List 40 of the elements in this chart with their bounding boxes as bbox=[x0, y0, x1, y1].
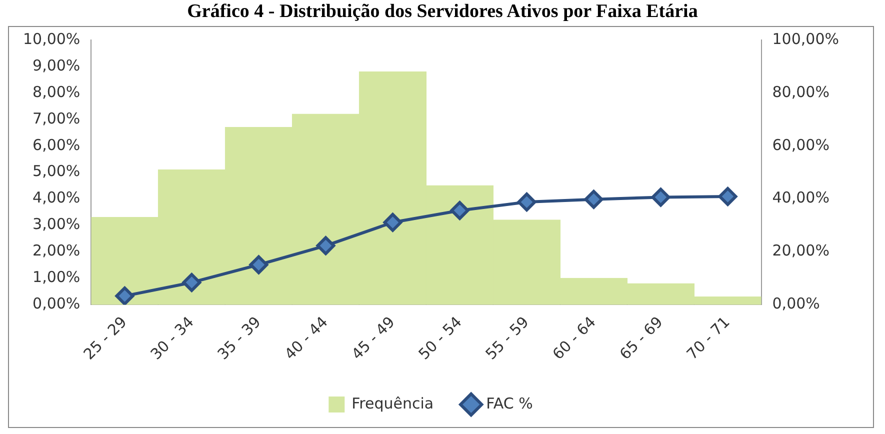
point bbox=[450, 200, 470, 220]
y2-tick-label: 100,00% bbox=[772, 30, 840, 48]
x-tick-label: 50 - 54 bbox=[415, 312, 466, 364]
y-tick-label: 6,00% bbox=[32, 136, 80, 154]
y2-tick-label: 20,00% bbox=[772, 242, 830, 260]
x-tick-label: 25 - 29 bbox=[80, 312, 130, 364]
y-tick-label: 9,00% bbox=[32, 56, 80, 74]
y-tick-label: 2,00% bbox=[32, 242, 80, 260]
y-tick-label: 1,00% bbox=[32, 268, 80, 286]
x-tick-label: 35 - 39 bbox=[214, 312, 264, 364]
point bbox=[182, 272, 202, 292]
point bbox=[115, 286, 134, 305]
y-tick-label: 10,00% bbox=[22, 30, 80, 48]
legend-label: FAC % bbox=[486, 394, 533, 412]
x-tick-label: 70 - 71 bbox=[683, 312, 734, 364]
y2-tick-label: 60,00% bbox=[772, 136, 830, 154]
point bbox=[249, 255, 268, 274]
x-tick-label: 65 - 69 bbox=[616, 312, 666, 364]
legend-label: Frequência bbox=[352, 394, 434, 412]
y2-tick-label: 0,00% bbox=[772, 294, 820, 313]
y-tick-label: 3,00% bbox=[32, 215, 80, 234]
y-tick-label: 7,00% bbox=[32, 109, 80, 128]
point bbox=[316, 236, 336, 256]
point bbox=[383, 212, 402, 232]
point bbox=[718, 186, 738, 206]
y2-tick-label: 40,00% bbox=[772, 188, 830, 207]
y2-tick-label: 80,00% bbox=[772, 82, 830, 101]
x-tick-label: 60 - 64 bbox=[549, 312, 600, 364]
y-tick-label: 5,00% bbox=[32, 162, 80, 180]
x-tick-label: 40 - 44 bbox=[281, 312, 332, 364]
point bbox=[584, 190, 604, 209]
x-tick-label: 55 - 59 bbox=[482, 312, 532, 364]
y-tick-label: 8,00% bbox=[32, 82, 80, 101]
y-tick-label: 0,00% bbox=[32, 294, 80, 313]
y-tick-label: 4,00% bbox=[32, 188, 80, 207]
x-tick-label: 45 - 49 bbox=[348, 312, 398, 364]
point bbox=[651, 188, 670, 207]
chart-title: Gráfico 4 - Distribuição dos Servidores Ativos por Faixa Etária bbox=[186, 0, 699, 24]
point bbox=[517, 192, 536, 212]
x-tick-label: 30 - 34 bbox=[146, 312, 198, 364]
